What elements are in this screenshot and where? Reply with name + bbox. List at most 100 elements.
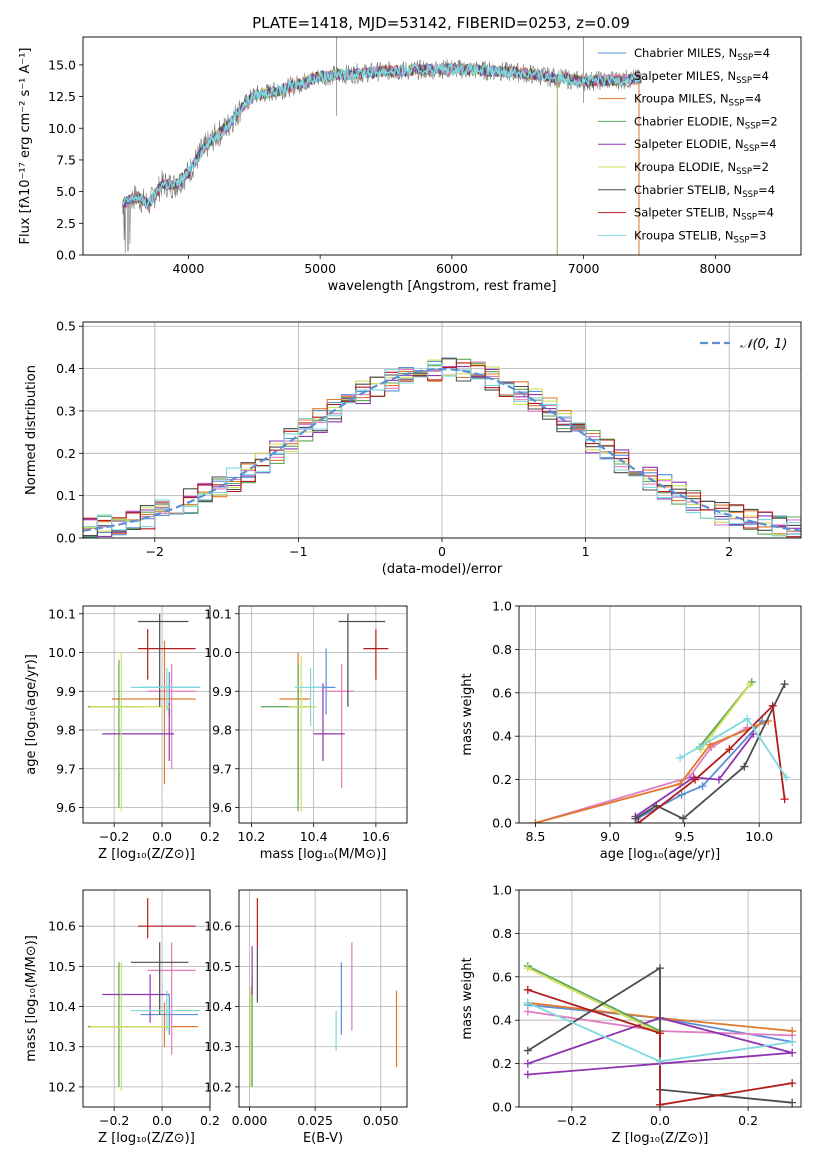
spectrum-xtick-label: 4000: [172, 261, 204, 276]
model-spectrum-1: [122, 62, 642, 211]
normal-legend-label: 𝒩(0, 1): [740, 337, 787, 352]
massweight-vs-age-chart: 8.5 9.0 9.5 10.0 0.0 0.2 0.4 0.6 0.8 1.0 age [log₁…: [460, 599, 802, 862]
legend-label-sub: SSP: [745, 121, 761, 131]
massweight-vs-Z-marker: [788, 1048, 797, 1057]
massweight-vs-Z-marker: [523, 1070, 532, 1079]
massweight-vs-age-marker: [705, 740, 714, 749]
massweight-vs-Z-marker: [788, 1079, 797, 1088]
massweight-vs-age-marker: [714, 775, 723, 784]
mass-vs-EBV-ytick-label: 10.4: [204, 999, 232, 1014]
age-vs-mass-xtick-label: 10.4: [300, 829, 328, 844]
massweight-vs-age-series-2: [535, 720, 769, 823]
spectrum-chart: 4000 5000 6000 7000 8000 0.0 2.5 5.0 7.5 10.0 12.5…: [18, 36, 802, 294]
massweight-vs-Z-marker: [523, 1007, 532, 1016]
residuals-ytick-label: 0.5: [56, 319, 76, 334]
massweight-vs-Z-ytick-label: 0.4: [492, 1013, 512, 1028]
massweight-vs-Z-marker: [656, 1057, 664, 1066]
massweight-vs-age-marker: [740, 762, 749, 771]
massweight-vs-Z-marker: [788, 1027, 797, 1036]
massweight-vs-age-ytick-label: 0.8: [492, 642, 512, 657]
spectrum-xlabel: wavelength [Angstrom, rest frame]: [328, 279, 557, 294]
massweight-vs-age-ytick-label: 0.0: [492, 816, 512, 831]
age-vs-mass-chart: 10.2 10.4 10.6 9.6 9.7 9.8 9.9 10.0 10.1 mass [lo…: [204, 605, 408, 862]
massweight-vs-age-marker: [743, 714, 752, 723]
legend-label-sub: SSP: [744, 144, 760, 154]
massweight-vs-Z-xtick-label: 0.0: [650, 1113, 670, 1128]
residuals-xtick-label: 1: [582, 544, 590, 559]
mass-vs-Z-chart: −0.2 0.0 0.2 10.2 10.3 10.4 10.5 10.6 Z [log₁₀(Z…: [24, 889, 220, 1146]
mass-vs-Z-ytick-label: 10.3: [48, 1039, 76, 1054]
residuals-ytick-label: 0.4: [56, 361, 76, 376]
massweight-vs-age-marker: [768, 701, 777, 710]
massweight-vs-Z-chart: −0.2 0.0 0.2 0.0 0.2 0.4 0.6 0.8 1.0 Z [log₁₀(Z/Z…: [460, 883, 802, 1146]
legend-label-sub: SSP: [737, 53, 753, 63]
legend-label-5: Kroupa ELODIE, NSSP=2: [634, 160, 769, 177]
legend-label-text: Chabrier MILES, N: [634, 46, 737, 60]
massweight-vs-Z-ytick-label: 1.0: [492, 883, 512, 898]
spectrum-xtick-label: 6000: [436, 261, 468, 276]
massweight-vs-Z-marker: [788, 1037, 797, 1046]
legend-label-text: Kroupa STELIB, N: [634, 228, 734, 242]
residuals-ytick-label: 0.0: [56, 531, 76, 546]
mass-vs-EBV-ytick-label: 10.6: [204, 919, 232, 934]
massweight-vs-age-marker: [631, 814, 640, 823]
age-vs-Z-chart: −0.2 0.0 0.2 9.6 9.7 9.8 9.9 10.0 10.1 Z [log₁₀(Z…: [24, 605, 220, 862]
model-spectrum-0: [122, 62, 642, 210]
age-vs-mass-ytick-label: 9.8: [212, 723, 232, 738]
mass-vs-EBV-plot-area: [239, 890, 407, 1107]
model-spectrum-6: [122, 62, 642, 208]
massweight-vs-age-marker: [676, 753, 685, 762]
legend-label-sub: SSP: [736, 167, 752, 177]
legend-label-3: Chabrier ELODIE, NSSP=2: [634, 114, 778, 131]
legend-label-sub: SSP: [742, 190, 758, 200]
massweight-vs-age-marker: [677, 790, 686, 799]
mass-vs-Z-frame: [82, 889, 211, 1108]
massweight-vs-Z-xtick-label: −0.2: [557, 1113, 587, 1128]
legend-label-suffix: =2: [752, 160, 769, 174]
residuals-frame: [82, 321, 802, 539]
massweight-vs-age-marker: [698, 782, 707, 791]
residuals-ylabel: Normed distribution: [24, 365, 39, 495]
mass-vs-EBV-ytick-label: 10.5: [204, 959, 232, 974]
residuals-xlabel: (data-model)/error: [382, 562, 503, 577]
age-vs-Z-ytick-label: 9.8: [56, 723, 76, 738]
age-vs-Z-ytick-label: 9.7: [56, 761, 76, 776]
legend-label-suffix: =4: [753, 46, 770, 60]
massweight-vs-age-xtick-label: 10.0: [745, 829, 773, 844]
massweight-vs-age-marker: [531, 819, 540, 823]
age-vs-Z-xlabel: Z [log₁₀(Z/Z⊙)]: [98, 847, 195, 862]
mass-vs-EBV-ytick-label: 10.3: [204, 1039, 232, 1054]
residuals-plot-area: [83, 322, 801, 538]
massweight-vs-Z-marker: [656, 964, 664, 973]
legend-label-text: Kroupa MILES, N: [634, 92, 729, 106]
massweight-vs-age-ytick-label: 0.2: [492, 772, 512, 787]
mass-vs-Z-xtick-label: 0.0: [152, 1113, 172, 1128]
massweight-vs-Z-series-6: [527, 966, 793, 1104]
massweight-vs-Z-ytick-label: 0.0: [492, 1100, 512, 1115]
model-spectrum-2: [122, 62, 642, 209]
legend-label-text: Chabrier ELODIE, N: [634, 114, 745, 128]
mass-vs-EBV-frame: [238, 889, 408, 1108]
massweight-vs-Z-ytick-label: 0.6: [492, 969, 512, 984]
age-vs-Z-plot-area: [83, 606, 210, 823]
mass-vs-EBV-ytick-label: 10.2: [204, 1079, 232, 1094]
legend-label-text: Kroupa ELODIE, N: [634, 160, 736, 174]
legend-label-1: Salpeter MILES, NSSP=4: [634, 69, 769, 86]
spectrum-frame: [82, 36, 802, 256]
massweight-vs-age-marker: [780, 680, 789, 689]
massweight-vs-age-marker: [679, 814, 688, 823]
mass-vs-Z-xlabel: Z [log₁₀(Z/Z⊙)]: [98, 1131, 195, 1146]
massweight-vs-Z-marker: [656, 1029, 664, 1038]
age-vs-mass-ytick-label: 10.0: [204, 645, 232, 660]
massweight-vs-Z-frame: [518, 889, 802, 1108]
mass-vs-EBV-xtick-label: 0.025: [297, 1113, 333, 1128]
age-vs-Z-frame: [82, 605, 211, 824]
spectrum-plot-area: [121, 37, 642, 255]
legend-label-sub: SSP: [736, 76, 752, 86]
age-vs-Z-ytick-label: 10.1: [48, 606, 76, 621]
mass-vs-EBV-xlabel: E(B-V): [303, 1131, 343, 1146]
age-vs-mass-xlabel: mass [log₁₀(M/M⊙)]: [260, 847, 387, 862]
model-spectrum-4: [122, 62, 642, 210]
massweight-vs-age-series-6: [634, 683, 786, 820]
